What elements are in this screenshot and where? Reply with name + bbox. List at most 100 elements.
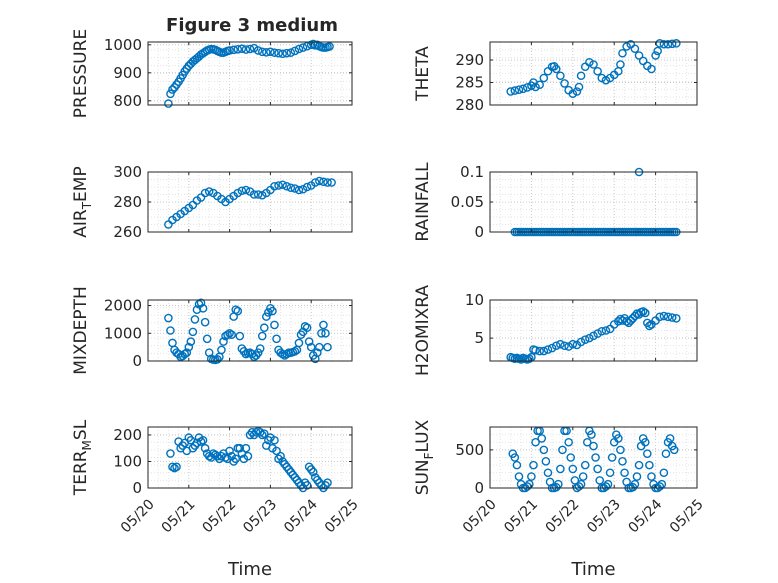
data-point (616, 445, 625, 455)
x-tick-label: 05/25 (322, 496, 362, 536)
data-point (539, 73, 549, 83)
data-point (213, 355, 222, 364)
plot-area (490, 42, 697, 105)
data-point (669, 445, 679, 455)
data-point (300, 322, 310, 331)
data-point (585, 333, 594, 343)
data-point (661, 449, 671, 458)
data-point (665, 434, 675, 443)
data-point (539, 445, 549, 455)
data-point (259, 323, 269, 333)
data-point (564, 437, 573, 447)
axes-box (489, 426, 698, 489)
data-point (582, 437, 592, 447)
data-point (272, 334, 281, 344)
data-point (556, 339, 565, 349)
data-point (647, 472, 656, 481)
data-point (601, 482, 611, 491)
data-point (184, 342, 194, 352)
data-point (241, 45, 251, 54)
data-point (595, 476, 605, 485)
data-point (196, 298, 206, 308)
data-point (589, 60, 598, 69)
data-point (188, 327, 198, 337)
data-point (272, 446, 281, 456)
panel-3: 260 280 300 AIRTEMP (71, 163, 353, 241)
data-point (630, 44, 640, 54)
data-point (618, 457, 627, 466)
data-point (578, 472, 588, 481)
data-point (597, 326, 607, 336)
data-point (591, 453, 600, 462)
data-point (198, 435, 208, 445)
data-point (186, 337, 196, 346)
data-point (168, 85, 177, 94)
data-point (323, 178, 332, 187)
data-point (647, 64, 656, 74)
data-point (580, 335, 590, 344)
data-point (200, 188, 210, 198)
y-axis-label: SUNFLUX (413, 419, 436, 495)
data-point (278, 49, 287, 59)
data-point (560, 79, 569, 88)
data-point (576, 71, 586, 81)
data-point (270, 181, 279, 191)
data-point (253, 190, 263, 199)
data-point (589, 441, 598, 451)
data-point (231, 305, 241, 315)
data-point (593, 329, 602, 338)
data-point (200, 317, 210, 327)
data-point (294, 338, 304, 348)
data-point (227, 330, 236, 339)
data-point (614, 434, 623, 443)
data-point (620, 468, 629, 478)
data-point (257, 331, 267, 341)
data-point (290, 46, 300, 56)
data-point (558, 445, 567, 455)
data-point (323, 342, 332, 352)
data-point (268, 306, 277, 316)
data-point (506, 87, 516, 96)
data-point (313, 348, 322, 357)
data-point (593, 66, 602, 76)
x-tick-label: 05/23 (584, 496, 624, 536)
data-point (257, 430, 267, 440)
y-tick-label: 0.1 (460, 163, 484, 181)
data-point (643, 449, 652, 458)
data-point (282, 181, 292, 191)
y-tick-label: 300 (113, 163, 142, 181)
data-point (190, 315, 200, 324)
y-tick-label: 0 (132, 352, 142, 370)
x-tick-label: 05/20 (460, 496, 500, 536)
data-point (223, 330, 232, 339)
data-point (518, 84, 528, 94)
data-point (535, 346, 544, 356)
x-tick-label: 05/21 (159, 496, 199, 536)
data-point (304, 337, 314, 346)
data-point (659, 39, 669, 49)
panel-5: 0 1000 2000 MIXDEPTH (71, 286, 353, 375)
data-point (551, 64, 561, 74)
data-point (306, 342, 316, 352)
data-point (568, 464, 578, 474)
data-point (543, 345, 553, 354)
data-point (166, 326, 175, 335)
data-point (655, 39, 665, 48)
data-point (618, 48, 627, 58)
data-point (237, 44, 247, 54)
data-point (253, 46, 263, 55)
data-point (225, 46, 234, 55)
figure-title: Figure 3 medium (166, 15, 338, 36)
x-tick-label: 05/25 (667, 496, 707, 536)
data-point (634, 460, 644, 470)
data-point (257, 47, 267, 57)
y-tick-label: 290 (455, 51, 484, 69)
data-point (667, 39, 677, 49)
data-point (294, 44, 304, 54)
x-axis-label: Time (227, 559, 272, 580)
data-point (570, 476, 580, 485)
panel-1: 800 900 1000 PRESSURE (71, 29, 353, 118)
y-tick-label: 260 (113, 223, 142, 241)
data-point (514, 85, 524, 94)
y-tick-label: 1000 (104, 36, 142, 54)
